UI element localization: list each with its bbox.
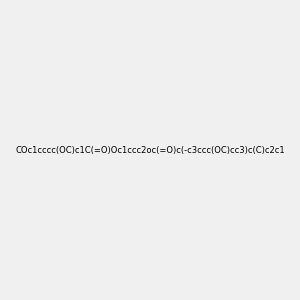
Text: COc1cccc(OC)c1C(=O)Oc1ccc2oc(=O)c(-c3ccc(OC)cc3)c(C)c2c1: COc1cccc(OC)c1C(=O)Oc1ccc2oc(=O)c(-c3ccc… [15,146,285,154]
